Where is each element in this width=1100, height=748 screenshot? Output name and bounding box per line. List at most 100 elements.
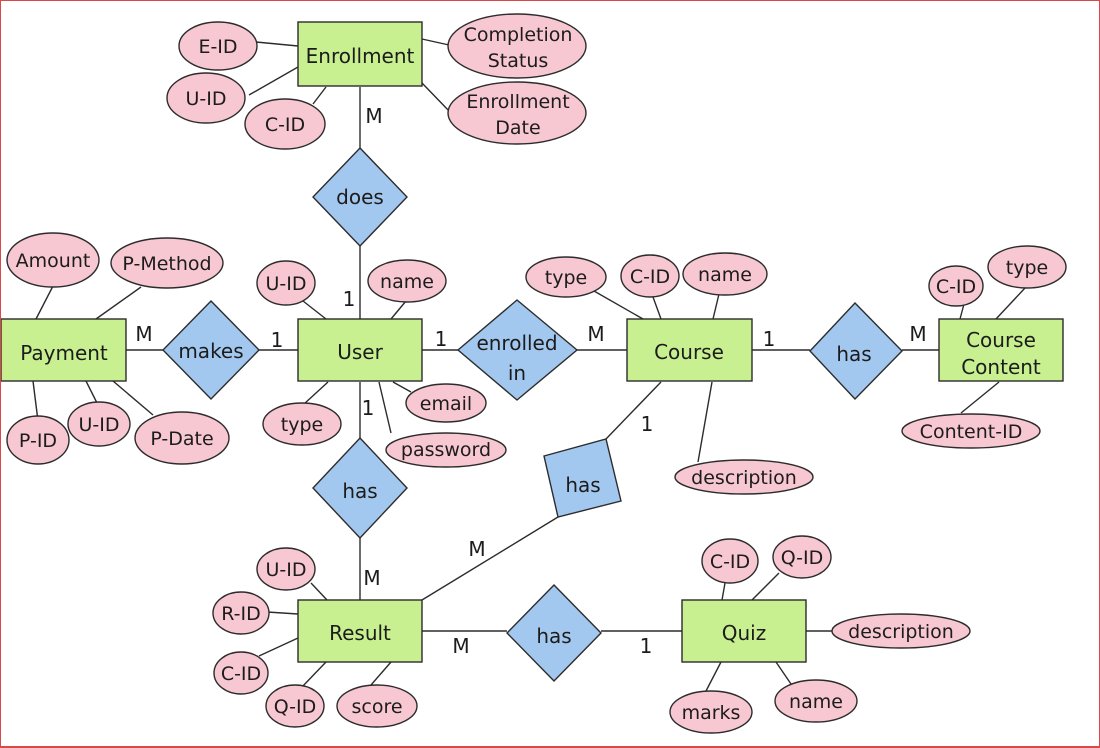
attribute-user-email-label: email: [420, 393, 472, 415]
attribute-quiz-qid-label: Q-ID: [781, 547, 824, 569]
relationship-does-label: does: [336, 185, 384, 209]
relationship-course-has-result[interactable]: has: [543, 438, 622, 518]
cardinality-result-has-quiz: M: [452, 634, 469, 658]
cardinality-course-has-content: 1: [763, 327, 776, 351]
attribute-user-type: type: [262, 402, 342, 446]
edge-quiz-name: [775, 661, 792, 685]
edge-quiz-cid: [721, 582, 726, 601]
entity-course-content[interactable]: Course Content: [938, 318, 1064, 382]
attribute-content-contentid: Content-ID: [901, 413, 1041, 449]
cardinality-has-quiz: 1: [640, 634, 653, 658]
entity-enrollment[interactable]: Enrollment: [297, 21, 423, 87]
attribute-payment-uid-label: U-ID: [79, 414, 120, 436]
attribute-result-uid-label: U-ID: [266, 559, 307, 581]
cardinality-user-enrolled: 1: [435, 327, 448, 351]
attribute-course-cid: C-ID: [620, 254, 680, 298]
entity-payment[interactable]: Payment: [1, 318, 127, 382]
attribute-quiz-cid-label: C-ID: [710, 551, 750, 573]
relationship-course-has-content-label: has: [836, 342, 871, 366]
attribute-quiz-qid: Q-ID: [772, 535, 832, 579]
attribute-enrollment-completion-status-line2: Status: [488, 50, 549, 72]
relationship-result-has-quiz[interactable]: has: [506, 583, 602, 683]
attribute-payment-amount: Amount: [6, 232, 100, 288]
attribute-content-contentid-label: Content-ID: [920, 421, 1023, 443]
edge-result-rid: [266, 611, 299, 615]
cardinality-has-result-course: M: [468, 537, 485, 561]
relationship-makes[interactable]: makes: [162, 299, 260, 401]
attribute-payment-pid-label: P-ID: [19, 430, 57, 452]
attribute-payment-pdate: P-Date: [134, 411, 230, 465]
entity-course[interactable]: Course: [626, 318, 753, 382]
attribute-course-type: type: [525, 256, 607, 298]
entity-enrollment-label: Enrollment: [306, 44, 415, 68]
edge-course-cid: [652, 296, 662, 320]
cardinality-course-has-result: 1: [641, 412, 654, 436]
edge-content-cid: [959, 303, 965, 320]
relationship-course-has-result-label: has: [565, 473, 600, 497]
attribute-enrollment-uid: U-ID: [166, 72, 246, 124]
connector-lines: [32, 38, 1026, 692]
attribute-quiz-cid: C-ID: [701, 538, 759, 584]
attribute-quiz-marks-label: marks: [682, 702, 741, 724]
attribute-result-uid: U-ID: [256, 547, 316, 591]
attribute-result-cid-label: C-ID: [221, 663, 261, 685]
attribute-quiz-name-label: name: [789, 691, 843, 713]
attribute-payment-pmethod: P-Method: [110, 237, 224, 289]
attribute-user-uid-label: U-ID: [266, 273, 307, 295]
entity-quiz-label: Quiz: [722, 621, 766, 645]
attribute-course-type-label: type: [545, 267, 587, 289]
relationship-user-has-result[interactable]: has: [312, 436, 408, 540]
attribute-quiz-description-label: description: [848, 621, 954, 643]
attribute-user-name: name: [367, 259, 447, 303]
edge-result-score: [370, 661, 392, 686]
cardinality-payment-makes: M: [135, 322, 152, 346]
attribute-user-uid: U-ID: [256, 260, 316, 306]
attribute-quiz-marks: marks: [669, 690, 753, 734]
edge-enrollment-date: [421, 82, 452, 114]
attribute-user-email: email: [405, 383, 487, 423]
entity-user[interactable]: User: [297, 318, 423, 382]
relationship-course-has-content[interactable]: has: [809, 301, 903, 401]
cardinality-labels: M 1 M 1 1 M 1 M 1 M 1 M M 1: [135, 104, 926, 658]
attribute-enrollment-completion-status: Completion Status: [447, 13, 587, 79]
edge-user-name: [390, 300, 407, 320]
edge-payment-amount: [35, 285, 54, 320]
cardinality-makes-user: 1: [271, 328, 284, 352]
attribute-course-description: description: [674, 459, 814, 495]
entity-course-content-label-line2: Content: [961, 355, 1041, 379]
cardinality-enrollment-does: M: [365, 104, 382, 128]
relationship-does[interactable]: does: [312, 146, 408, 248]
entity-payment-label: Payment: [20, 341, 108, 365]
attribute-enrollment-date: Enrollment Date: [447, 81, 587, 145]
attribute-course-name: name: [682, 252, 768, 296]
edge-payment-pid: [32, 380, 39, 422]
attribute-payment-amount-label: Amount: [16, 250, 91, 272]
edge-payment-pmethod: [95, 286, 142, 320]
cardinality-enrolled-course: M: [587, 322, 604, 346]
relationship-makes-label: makes: [178, 339, 243, 363]
entity-result-label: Result: [329, 621, 391, 645]
edge-quiz-marks: [705, 661, 722, 692]
edge-user-uid: [302, 300, 327, 320]
attribute-enrollment-cid: C-ID: [244, 98, 326, 150]
cardinality-user-has-result: 1: [362, 396, 375, 420]
edge-user-password: [378, 381, 392, 434]
relationship-enrolled-in[interactable]: enrolled in: [456, 299, 579, 401]
attribute-enrollment-cid-label: C-ID: [265, 114, 305, 136]
attribute-payment-pdate-label: P-Date: [150, 428, 213, 450]
entity-result[interactable]: Result: [297, 599, 423, 663]
entity-quiz[interactable]: Quiz: [681, 599, 807, 663]
attribute-course-name-label: name: [698, 264, 752, 286]
cardinality-does-user: 1: [343, 287, 356, 311]
edge-course-has-result: [605, 381, 662, 440]
edge-has-result-course: [421, 516, 559, 601]
attribute-enrollment-date-line2: Date: [495, 117, 540, 139]
attribute-user-name-label: name: [380, 271, 434, 293]
entity-course-content-label-line1: Course: [966, 328, 1036, 352]
attribute-enrollment-completion-status-line1: Completion: [464, 24, 573, 46]
attribute-user-type-label: type: [281, 414, 323, 436]
attribute-result-rid-label: R-ID: [221, 603, 261, 625]
attribute-result-rid: R-ID: [212, 591, 270, 635]
attribute-result-cid: C-ID: [213, 651, 269, 695]
attribute-content-type: type: [987, 245, 1067, 289]
